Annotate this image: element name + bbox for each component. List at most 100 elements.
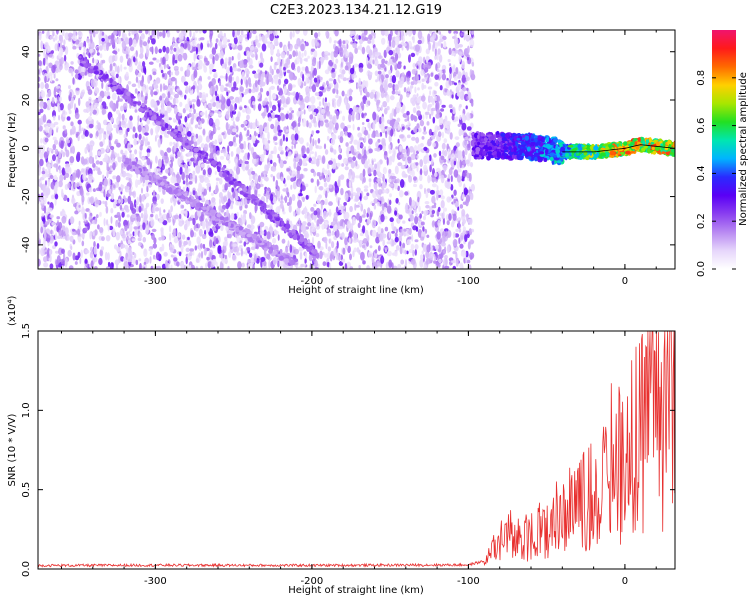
noise-speckle — [285, 113, 289, 120]
noise-speckle — [395, 197, 399, 204]
noise-speckle — [367, 167, 372, 175]
noise-speckle — [437, 48, 441, 55]
noise-speckle — [302, 73, 305, 82]
noise-speckle — [189, 30, 192, 38]
noise-speckle — [125, 208, 130, 213]
noise-speckle — [259, 156, 264, 162]
noise-speckle — [442, 69, 446, 74]
noise-speckle — [441, 64, 447, 71]
noise-speckle — [166, 101, 171, 106]
noise-speckle — [52, 143, 57, 151]
noise-speckle — [455, 67, 459, 75]
noise-speckle — [249, 212, 252, 220]
noise-speckle — [427, 104, 430, 112]
noise-speckle — [388, 160, 392, 166]
noise-speckle — [424, 73, 428, 78]
noise-speckle — [110, 145, 115, 151]
noise-speckle — [364, 37, 369, 41]
noise-speckle — [414, 239, 419, 243]
noise-speckle — [178, 118, 182, 125]
noise-speckle — [64, 166, 70, 173]
noise-speckle — [438, 54, 443, 63]
noise-speckle — [357, 132, 363, 138]
noise-speckle — [449, 132, 453, 140]
noise-speckle — [433, 260, 437, 264]
noise-speckle — [349, 266, 354, 269]
noise-speckle — [196, 85, 199, 93]
noise-speckle — [64, 172, 70, 178]
noise-speckle — [391, 230, 395, 234]
noise-speckle — [397, 138, 400, 144]
noise-speckle — [248, 88, 252, 94]
noise-speckle — [89, 112, 92, 116]
noise-speckle — [113, 201, 116, 209]
noise-speckle — [408, 196, 412, 206]
noise-speckle — [433, 90, 437, 95]
noise-speckle — [59, 96, 62, 102]
noise-speckle — [203, 143, 209, 152]
noise-speckle — [344, 39, 349, 45]
noise-speckle — [437, 131, 442, 138]
noise-speckle — [386, 241, 392, 245]
noise-speckle — [135, 76, 139, 83]
noise-speckle — [386, 205, 392, 214]
noise-speckle — [406, 134, 411, 139]
noise-speckle — [244, 198, 248, 206]
noise-speckle — [168, 225, 172, 233]
noise-speckle — [165, 168, 170, 174]
noise-speckle — [95, 160, 100, 165]
noise-speckle — [237, 159, 241, 167]
noise-speckle — [277, 191, 280, 201]
noise-speckle — [438, 150, 442, 157]
noise-speckle — [288, 204, 292, 213]
noise-speckle — [411, 210, 414, 215]
noise-speckle — [254, 175, 258, 185]
noise-speckle — [320, 208, 323, 217]
noise-speckle — [389, 199, 392, 205]
noise-speckle — [195, 133, 199, 139]
noise-speckle — [332, 158, 337, 167]
noise-speckle — [195, 46, 198, 55]
noise-speckle — [238, 201, 243, 207]
noise-speckle — [416, 110, 422, 117]
noise-speckle — [269, 100, 272, 108]
noise-speckle — [418, 174, 423, 182]
noise-speckle — [116, 212, 121, 216]
noise-speckle — [381, 181, 387, 189]
noise-speckle — [318, 215, 323, 225]
noise-speckle — [279, 138, 283, 147]
noise-speckle — [69, 156, 75, 164]
noise-speckle — [44, 195, 47, 205]
noise-speckle — [220, 102, 226, 111]
noise-speckle — [206, 182, 211, 188]
noise-speckle — [383, 49, 387, 59]
noise-speckle — [52, 245, 56, 250]
noise-speckle — [129, 46, 135, 52]
noise-speckle — [147, 184, 153, 188]
noise-speckle — [202, 128, 206, 136]
noise-speckle — [360, 251, 365, 261]
noise-speckle — [299, 251, 303, 260]
noise-speckle — [97, 95, 103, 103]
noise-speckle — [186, 64, 191, 71]
noise-speckle — [465, 198, 469, 207]
noise-speckle — [284, 183, 287, 187]
noise-speckle — [390, 95, 395, 101]
noise-speckle — [318, 60, 321, 69]
noise-speckle — [408, 54, 411, 63]
noise-speckle — [353, 63, 359, 68]
noise-speckle — [48, 72, 53, 76]
noise-speckle — [211, 47, 217, 55]
noise-speckle — [374, 163, 378, 169]
noise-speckle — [327, 251, 331, 260]
noise-speckle — [78, 220, 81, 226]
noise-speckle — [124, 185, 128, 190]
noise-speckle — [433, 130, 437, 138]
noise-speckle — [289, 244, 293, 253]
noise-speckle — [381, 58, 386, 64]
noise-speckle — [328, 66, 332, 72]
noise-speckle — [245, 70, 250, 75]
noise-speckle — [202, 243, 206, 249]
noise-speckle — [323, 143, 327, 150]
noise-speckle — [287, 191, 290, 198]
